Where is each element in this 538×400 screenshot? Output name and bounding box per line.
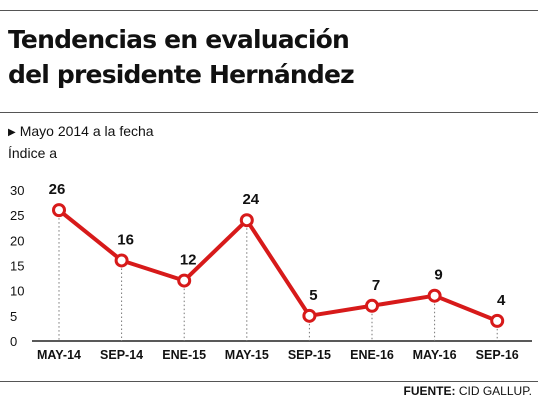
data-label: 9	[434, 267, 442, 284]
data-point	[114, 253, 129, 268]
x-tick-label: SEP-14	[100, 348, 143, 362]
mid-rule	[0, 112, 538, 113]
y-tick-label: 25	[10, 208, 24, 223]
y-tick-label: 20	[10, 233, 24, 248]
x-tick-label: SEP-16	[476, 348, 519, 362]
top-rule	[0, 10, 538, 11]
x-tick-label: MAY-15	[225, 348, 269, 362]
data-label: 16	[117, 231, 134, 248]
data-label: 5	[309, 287, 317, 304]
play-triangle-icon: ▶	[8, 127, 16, 138]
data-point	[177, 273, 192, 288]
subtitle-text: Mayo 2014 a la fecha	[19, 123, 154, 139]
bottom-rule	[0, 381, 538, 382]
x-tick-label: MAY-16	[413, 348, 457, 362]
data-point	[427, 288, 442, 303]
y-tick-label: 15	[10, 259, 24, 274]
source-label: FUENTE:	[403, 384, 456, 398]
chart-title: Tendencias en evaluación del presidente …	[8, 22, 528, 92]
source-credit: FUENTE: CID GALLUP.	[404, 384, 533, 398]
y-tick-label: 5	[10, 309, 17, 324]
data-point	[365, 298, 379, 313]
x-tick-label: MAY-14	[37, 348, 81, 362]
data-label: 7	[372, 277, 380, 294]
data-label: 4	[497, 292, 506, 309]
x-tick-label: SEP-15	[288, 348, 331, 362]
x-tick-label: ENE-16	[350, 348, 394, 362]
data-label: 12	[180, 252, 197, 269]
title-line-1: Tendencias en evaluación	[8, 25, 350, 54]
subtitle-secondary: Índice a	[8, 145, 58, 161]
data-label: 26	[49, 181, 66, 198]
source-value: CID GALLUP.	[458, 384, 532, 398]
data-point	[52, 203, 66, 218]
series-line	[57, 208, 500, 323]
title-line-2: del presidente Hernández	[8, 60, 355, 89]
y-tick-label: 0	[10, 334, 17, 349]
x-tick-label: ENE-15	[162, 348, 206, 362]
data-label: 24	[242, 191, 259, 208]
data-point	[239, 213, 254, 228]
y-tick-label: 30	[10, 183, 24, 198]
subtitle: ▶ Mayo 2014 a la fecha	[8, 121, 154, 143]
data-point	[490, 313, 505, 328]
data-point	[302, 308, 317, 323]
y-tick-label: 10	[10, 284, 24, 299]
